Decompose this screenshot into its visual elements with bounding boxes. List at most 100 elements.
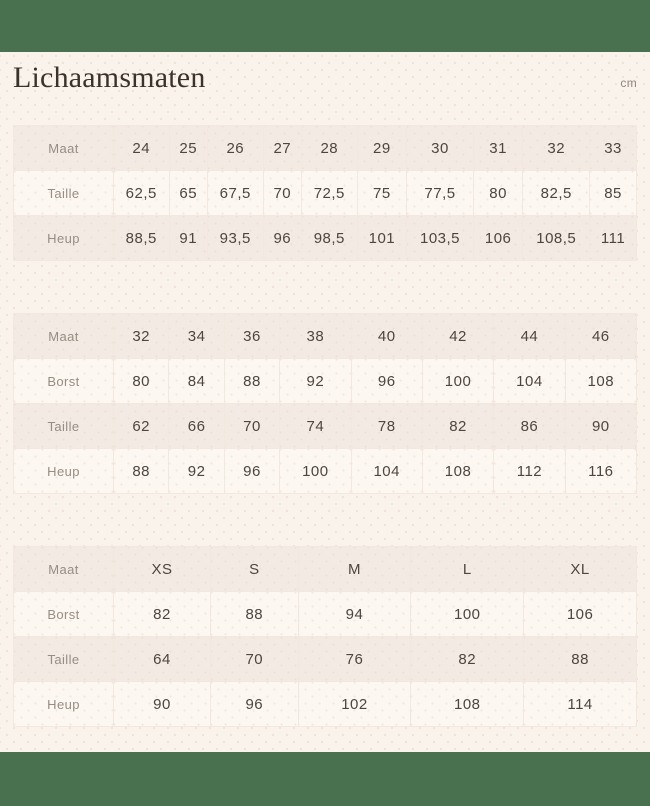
table-row: Taille 62 66 70 74 78 82 86 90 (13, 403, 638, 450)
size-value-cell: 25 (168, 125, 209, 172)
size-value-cell: 104 (350, 448, 423, 495)
row-label: Maat (13, 125, 114, 172)
size-value-cell: 70 (210, 636, 299, 683)
table-row: Borst 80 84 88 92 96 100 104 108 (13, 358, 638, 405)
size-value-cell: 82 (421, 403, 495, 450)
size-value-cell: L (410, 546, 525, 593)
row-label: Maat (13, 546, 114, 593)
size-value-cell: XS (112, 546, 212, 593)
row-label: Heup (13, 681, 114, 728)
size-value-cell: 96 (350, 358, 423, 405)
size-value-cell: 88,5 (113, 215, 170, 262)
size-value-cell: 84 (168, 358, 225, 405)
table-row: Maat XS S M L XL (13, 546, 637, 593)
row-label: Heup (13, 448, 114, 495)
size-value-cell: 116 (564, 448, 638, 495)
size-value-cell: 80 (472, 170, 524, 217)
size-value-cell: 42 (421, 313, 495, 360)
size-value-cell: 26 (207, 125, 264, 172)
size-value-cell: 98,5 (301, 215, 358, 262)
size-value-cell: 93,5 (207, 215, 264, 262)
table-row: Heup 90 96 102 108 114 (13, 681, 637, 728)
size-value-cell: 91 (168, 215, 209, 262)
size-value-cell: 66 (168, 403, 225, 450)
size-value-cell: 96 (210, 681, 299, 728)
size-value-cell: 108 (564, 358, 638, 405)
size-value-cell: 90 (112, 681, 212, 728)
size-value-cell: 36 (223, 313, 281, 360)
size-value-cell: 76 (297, 636, 412, 683)
size-value-cell: 24 (113, 125, 170, 172)
size-value-cell: 111 (589, 215, 637, 262)
size-value-cell: 30 (406, 125, 474, 172)
size-value-cell: 62 (112, 403, 170, 450)
size-value-cell: 85 (589, 170, 637, 217)
size-value-cell: 77,5 (406, 170, 474, 217)
size-table-letter: Maat XS S M L XL Borst 82 88 94 100 106 Taille 64 70 76… (13, 546, 637, 728)
size-value-cell: 74 (279, 403, 352, 450)
size-value-cell: 32 (522, 125, 591, 172)
size-value-cell: 72,5 (301, 170, 358, 217)
size-value-cell: 92 (168, 448, 225, 495)
size-value-cell: 27 (262, 125, 303, 172)
footer-bar (0, 752, 650, 806)
size-value-cell: 64 (112, 636, 212, 683)
size-value-cell: 82 (410, 636, 525, 683)
size-value-cell: 32 (112, 313, 170, 360)
size-value-cell: 108,5 (522, 215, 591, 262)
size-value-cell: 40 (350, 313, 423, 360)
size-value-cell: 88 (223, 358, 281, 405)
page-title: Lichaamsmaten (13, 61, 206, 94)
table-row: Taille 62,5 65 67,5 70 72,5 75 77,5 80 82,5 85 (13, 170, 637, 217)
size-value-cell: 86 (493, 403, 566, 450)
size-value-cell: 103,5 (406, 215, 474, 262)
title-row: Lichaamsmaten cm (13, 52, 637, 95)
size-value-cell: 112 (493, 448, 566, 495)
row-label: Taille (13, 403, 114, 450)
table-row: Borst 82 88 94 100 106 (13, 591, 637, 638)
size-value-cell: 44 (493, 313, 566, 360)
size-value-cell: M (297, 546, 412, 593)
size-value-cell: 100 (279, 448, 352, 495)
size-value-cell: 100 (421, 358, 495, 405)
size-table-jeans: Maat 24 25 26 27 28 29 30 31 32 33 Taille 62,5 65 67,5… (13, 125, 637, 262)
row-label: Heup (13, 215, 114, 262)
size-value-cell: 46 (564, 313, 638, 360)
size-value-cell: 108 (421, 448, 495, 495)
table-row: Heup 88,5 91 93,5 96 98,5 101 103,5 106 108,5 111 (13, 215, 637, 262)
size-value-cell: 34 (168, 313, 225, 360)
size-value-cell: XL (523, 546, 637, 593)
size-value-cell: 102 (297, 681, 412, 728)
size-value-cell: 114 (523, 681, 637, 728)
size-value-cell: 88 (210, 591, 299, 638)
table-row: Maat 24 25 26 27 28 29 30 31 32 33 (13, 125, 637, 172)
size-value-cell: 28 (301, 125, 358, 172)
table-row: Maat 32 34 36 38 40 42 44 46 (13, 313, 638, 360)
size-value-cell: 67,5 (207, 170, 264, 217)
size-value-cell: 31 (472, 125, 524, 172)
content: Lichaamsmaten cm Maat 24 25 26 27 28 29 30 31 32 3… (0, 52, 650, 728)
size-table-eu: Maat 32 34 36 38 40 42 44 46 Borst 80 84 88 92 96 100 10… (13, 313, 638, 495)
size-value-cell: 88 (523, 636, 637, 683)
size-value-cell: 33 (589, 125, 637, 172)
size-value-cell: 78 (350, 403, 423, 450)
size-value-cell: 82 (112, 591, 212, 638)
size-value-cell: 29 (356, 125, 408, 172)
size-value-cell: 100 (410, 591, 525, 638)
size-value-cell: S (210, 546, 299, 593)
size-value-cell: 38 (279, 313, 352, 360)
size-value-cell: 90 (564, 403, 638, 450)
size-value-cell: 62,5 (113, 170, 170, 217)
row-label: Borst (13, 591, 114, 638)
size-value-cell: 92 (279, 358, 352, 405)
size-value-cell: 106 (523, 591, 637, 638)
size-value-cell: 96 (262, 215, 303, 262)
size-value-cell: 108 (410, 681, 525, 728)
size-value-cell: 70 (262, 170, 303, 217)
header-bar (0, 0, 650, 52)
size-value-cell: 80 (112, 358, 170, 405)
size-value-cell: 65 (168, 170, 209, 217)
size-value-cell: 104 (493, 358, 566, 405)
table-row: Taille 64 70 76 82 88 (13, 636, 637, 683)
